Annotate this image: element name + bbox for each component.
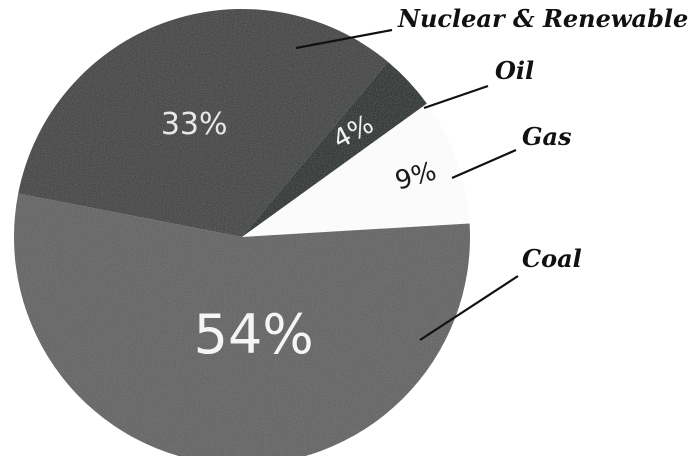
- legend-label: Coal: [522, 244, 582, 273]
- pie-slice-oil: [242, 61, 427, 237]
- leader-line: [451, 148, 517, 180]
- pie-slice-coal: [14, 193, 470, 460]
- leader-line: [295, 28, 393, 50]
- legend-label: Gas: [522, 122, 572, 151]
- slice-value-label: 33%: [161, 107, 228, 142]
- legend-label: Oil: [495, 56, 534, 85]
- leader-line: [423, 84, 489, 110]
- pie-legend-labels: Nuclear & Renewable Oil Gas Coal: [295, 4, 688, 341]
- pie-slices: [14, 8, 470, 460]
- pie-slice-gas: [242, 103, 470, 237]
- slice-value-label: 54%: [194, 303, 314, 366]
- legend-label: Nuclear & Renewable: [397, 4, 688, 33]
- pie-slice-nuclear-renewable: [18, 8, 388, 237]
- leader-line: [419, 275, 519, 341]
